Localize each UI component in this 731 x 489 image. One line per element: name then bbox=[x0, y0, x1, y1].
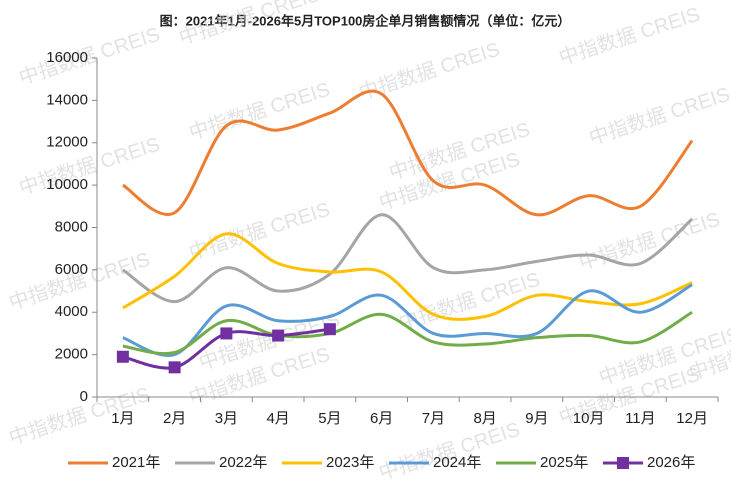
y-tick-label: 0 bbox=[80, 388, 88, 405]
y-tick-label: 10000 bbox=[46, 176, 88, 193]
series-line bbox=[122, 89, 694, 217]
watermark: 中指数据 CREIS bbox=[576, 208, 723, 275]
x-tick-label: 12月 bbox=[676, 410, 708, 427]
y-tick-label: 12000 bbox=[46, 134, 88, 151]
watermark: 中指数据 CREIS bbox=[186, 198, 333, 265]
legend-label: 2025年 bbox=[540, 454, 588, 471]
y-tick-label: 8000 bbox=[55, 218, 88, 235]
y-tick-label: 16000 bbox=[46, 49, 88, 66]
x-tick-label: 10月 bbox=[573, 410, 605, 427]
watermark: 中指数据 CREIS bbox=[556, 3, 703, 70]
y-tick-label: 2000 bbox=[55, 346, 88, 363]
series-line bbox=[122, 213, 694, 304]
legend-label: 2021年 bbox=[112, 454, 160, 471]
series-marker bbox=[220, 327, 233, 340]
series-line bbox=[122, 232, 693, 321]
x-tick-label: 8月 bbox=[473, 410, 496, 427]
legend-label: 2024年 bbox=[433, 454, 481, 471]
x-tick-label: 11月 bbox=[625, 410, 656, 427]
watermark: 中指数据 CREIS bbox=[186, 78, 333, 145]
series-marker bbox=[116, 350, 129, 363]
series-marker bbox=[323, 323, 336, 336]
x-tick-label: 1月 bbox=[111, 410, 134, 427]
chart-title: 图：2021年1月-2026年5月TOP100房企单月销售额情况（单位：亿元） bbox=[160, 13, 571, 28]
x-tick-label: 5月 bbox=[318, 410, 341, 427]
series-line bbox=[122, 310, 693, 355]
watermark: 中指数据 CREIS bbox=[16, 23, 163, 90]
y-tick-label: 14000 bbox=[46, 91, 88, 108]
x-tick-label: 9月 bbox=[525, 410, 548, 427]
x-tick-label: 6月 bbox=[370, 410, 393, 427]
watermark: 中指数据 CREIS bbox=[16, 133, 163, 200]
y-tick-label: 4000 bbox=[55, 303, 88, 320]
legend-label: 2022年 bbox=[219, 454, 267, 471]
x-tick-label: 2月 bbox=[163, 410, 186, 427]
x-tick-label: 3月 bbox=[215, 410, 238, 427]
x-tick-label: 7月 bbox=[422, 410, 445, 427]
series-marker bbox=[272, 329, 285, 342]
legend-label: 2026年 bbox=[647, 454, 695, 471]
watermark: 中指数据 CREIS bbox=[356, 38, 503, 105]
y-tick-label: 6000 bbox=[55, 261, 88, 278]
watermark: 中指数据 CREIS bbox=[376, 418, 523, 485]
legend-label: 2023年 bbox=[326, 454, 374, 471]
legend-marker bbox=[617, 457, 629, 469]
series-line bbox=[122, 283, 693, 358]
series-marker bbox=[168, 361, 181, 374]
watermark: 中指数据 CREIS bbox=[586, 83, 731, 150]
x-tick-label: 4月 bbox=[266, 410, 289, 427]
